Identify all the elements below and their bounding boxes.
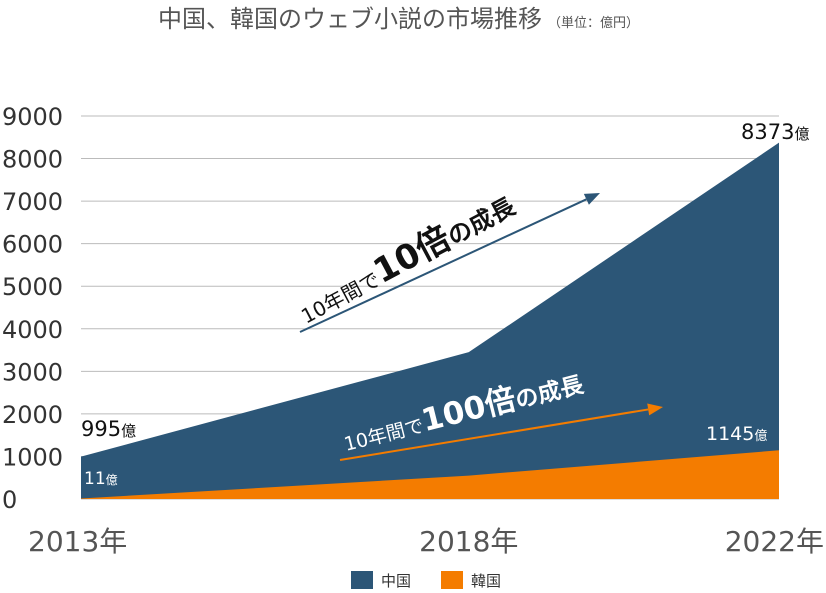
y-tick-label: 7000 [2,188,63,216]
legend-swatch-china [351,571,373,589]
arrow-korea-growth [339,403,663,461]
y-tick-label: 2000 [2,401,63,429]
y-tick-label: 3000 [2,358,63,386]
x-tick-label: 2018年 [419,525,518,558]
y-tick-label: 5000 [2,273,63,301]
legend: 中国 韓国 [351,571,501,590]
y-axis-ticks: 0 1000 2000 3000 4000 5000 6000 7000 8000 9000 [2,103,63,514]
x-axis-ticks: 2013年 2018年 2022年 [28,525,824,558]
legend-swatch-korea [441,571,463,589]
legend-label-korea: 韓国 [471,572,501,590]
y-tick-label: 9000 [2,103,63,131]
data-label-korea-2013: 11億 [84,469,118,489]
area-series-korea [81,450,779,499]
y-tick-label: 6000 [2,231,63,259]
arrow-china-growth [299,193,600,333]
area-series-china [81,142,779,500]
data-label-china-2022: 8373億 [741,120,809,144]
chart-title: 中国、韓国のウェブ小説の市場推移 （単位：億円） [158,5,639,33]
x-tick-label: 2022年 [725,525,824,558]
x-tick-label: 2013年 [28,525,127,558]
y-tick-label: 1000 [2,443,63,471]
areas [81,142,779,500]
y-tick-label: 4000 [2,316,63,344]
y-tick-label: 8000 [2,146,63,174]
data-label-korea-2022: 1145億 [706,423,767,445]
data-label-china-2013: 995億 [81,417,136,441]
growth-arrows [299,193,663,461]
y-tick-label: 0 [2,486,17,514]
chart-title-text: 中国、韓国のウェブ小説の市場推移 [158,5,542,33]
legend-label-china: 中国 [381,572,411,590]
chart-title-unit: （単位：億円） [548,15,639,31]
annotation-china-growth: 10年間で10倍の成長 [291,184,521,332]
